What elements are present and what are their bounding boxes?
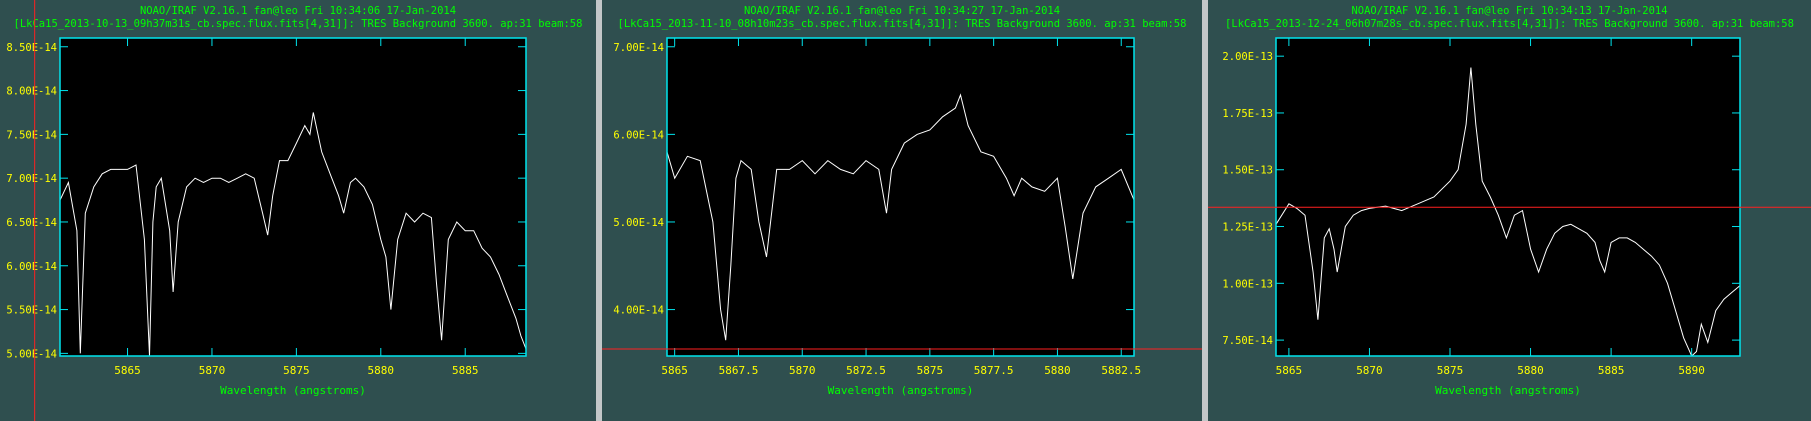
plot-frame: [59, 37, 527, 357]
y-tick-label: 7.00E-14: [613, 42, 664, 54]
y-tick-label: 7.50E-14: [1222, 335, 1273, 347]
y-tick-label: 5.00E-14: [613, 217, 664, 229]
window-separator-1[interactable]: [596, 0, 602, 421]
x-tick-label: 5872.5: [846, 364, 886, 377]
x-tick-label: 5865: [661, 364, 688, 377]
spectrum-plot-1: NOAO/IRAF V2.16.1 fan@leo Fri 10:34:06 1…: [6, 0, 583, 421]
y-tick-label: 1.50E-13: [1222, 165, 1273, 177]
plot-window-2: NOAO/IRAF V2.16.1 fan@leo Fri 10:34:27 1…: [602, 0, 1202, 421]
plot-subtitle: [LkCa15_2013-12-24_06h07m28s_cb.spec.flu…: [1225, 18, 1794, 30]
x-tick-label: 5870: [199, 364, 226, 377]
x-axis-label: Wavelength (angstroms): [828, 384, 974, 397]
y-tick-label: 7.00E-14: [6, 173, 57, 185]
plot-title: NOAO/IRAF V2.16.1 fan@leo Fri 10:34:13 1…: [1351, 5, 1667, 17]
y-tick-label: 1.00E-13: [1222, 278, 1273, 290]
x-axis-label: Wavelength (angstroms): [220, 384, 366, 397]
y-tick-label: 4.00E-14: [613, 305, 664, 317]
x-tick-label: 5880: [368, 364, 395, 377]
plot-frame: [666, 37, 1135, 357]
x-tick-label: 5885: [1598, 364, 1625, 377]
y-tick-label: 6.00E-14: [613, 129, 664, 141]
spectrum-line-1: [60, 112, 526, 356]
x-tick-label: 5870: [789, 364, 816, 377]
plot-title: NOAO/IRAF V2.16.1 fan@leo Fri 10:34:27 1…: [744, 5, 1060, 17]
spectrum-line-1: [667, 93, 1134, 341]
plot-window-1: NOAO/IRAF V2.16.1 fan@leo Fri 10:34:06 1…: [0, 0, 596, 421]
y-tick-label: 1.25E-13: [1222, 222, 1273, 234]
plot-subtitle: [LkCa15_2013-11-10_08h10m23s_cb.spec.flu…: [618, 18, 1187, 30]
y-tick-label: 2.00E-13: [1222, 51, 1273, 63]
plot-subtitle: [LkCa15_2013-10-13_09h37m31s_cb.spec.flu…: [14, 18, 583, 30]
x-tick-label: 5870: [1356, 364, 1383, 377]
x-tick-label: 5875: [917, 364, 944, 377]
x-tick-label: 5867.5: [719, 364, 759, 377]
y-tick-label: 5.50E-14: [6, 305, 57, 317]
x-tick-label: 5880: [1044, 364, 1071, 377]
y-tick-label: 5.00E-14: [6, 348, 57, 360]
y-tick-label: 7.50E-14: [6, 129, 57, 141]
plot-area: [60, 38, 526, 356]
plot-area: [1276, 38, 1740, 356]
plot-area: [667, 38, 1134, 356]
x-tick-label: 5885: [452, 364, 479, 377]
x-tick-label: 5890: [1678, 364, 1705, 377]
y-tick-label: 8.00E-14: [6, 86, 57, 98]
x-tick-label: 5880: [1517, 364, 1544, 377]
x-tick-label: 5865: [114, 364, 141, 377]
plot-title: NOAO/IRAF V2.16.1 fan@leo Fri 10:34:06 1…: [140, 5, 456, 17]
y-tick-label: 6.00E-14: [6, 261, 57, 273]
x-tick-label: 5875: [1437, 364, 1464, 377]
plot-window-3: NOAO/IRAF V2.16.1 fan@leo Fri 10:34:13 1…: [1208, 0, 1811, 421]
spectrum-line-1: [1276, 67, 1740, 356]
spectrum-plot-2: NOAO/IRAF V2.16.1 fan@leo Fri 10:34:27 1…: [602, 5, 1202, 397]
x-axis-label: Wavelength (angstroms): [1435, 384, 1581, 397]
y-tick-label: 1.75E-13: [1222, 108, 1273, 120]
x-tick-label: 5882.5: [1101, 364, 1141, 377]
plot-frame: [1275, 37, 1741, 357]
y-tick-label: 8.50E-14: [6, 42, 57, 54]
window-separator-2[interactable]: [1202, 0, 1208, 421]
x-tick-label: 5875: [283, 364, 310, 377]
y-tick-label: 6.50E-14: [6, 217, 57, 229]
x-tick-label: 5877.5: [974, 364, 1014, 377]
spectrum-plot-3: NOAO/IRAF V2.16.1 fan@leo Fri 10:34:13 1…: [1208, 5, 1811, 397]
x-tick-label: 5865: [1276, 364, 1303, 377]
